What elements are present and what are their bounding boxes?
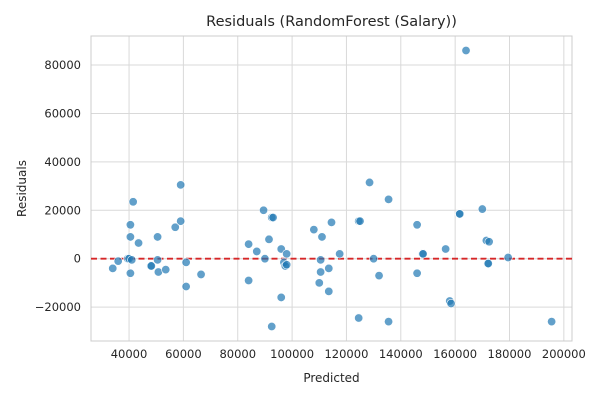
data-point [324, 286, 334, 296]
data-point [374, 271, 384, 281]
y-tick-label: 0 [74, 252, 81, 266]
data-point [324, 263, 334, 273]
x-tick-label: 200000 [542, 347, 586, 361]
data-point [259, 205, 269, 215]
y-tick-label: 80000 [44, 58, 81, 72]
data-point [134, 238, 144, 248]
data-point [153, 232, 163, 242]
data-point [127, 255, 137, 265]
scatter-points [108, 46, 557, 331]
data-point [355, 216, 365, 226]
x-tick-label: 60000 [165, 347, 202, 361]
data-point [260, 254, 270, 264]
x-tick-labels: 40000 60000 80000 100000 120000 140000 160000 1… [111, 347, 586, 361]
data-point [153, 255, 163, 265]
data-point [108, 263, 118, 273]
data-point [384, 317, 394, 327]
data-point [455, 209, 465, 219]
data-point [244, 275, 254, 285]
y-tick-label: 40000 [44, 155, 81, 169]
x-tick-label: 120000 [324, 347, 368, 361]
data-point [268, 213, 278, 223]
data-point [384, 194, 394, 204]
data-point [267, 321, 277, 331]
data-point [547, 317, 557, 327]
data-point [369, 254, 379, 264]
data-point [170, 222, 180, 232]
x-tick-label: 180000 [488, 347, 532, 361]
data-point [326, 217, 336, 227]
y-tick-label: 20000 [44, 203, 81, 217]
data-point [125, 220, 135, 230]
data-point [446, 298, 456, 308]
data-point [314, 278, 324, 288]
x-tick-label: 100000 [270, 347, 314, 361]
y-tick-label: 60000 [44, 106, 81, 120]
data-point [176, 180, 186, 190]
x-tick-label: 160000 [433, 347, 477, 361]
data-point [309, 225, 319, 235]
x-tick-label: 40000 [111, 347, 148, 361]
data-point [503, 252, 513, 262]
data-point [125, 268, 135, 278]
data-point [484, 237, 494, 247]
x-tick-label: 80000 [219, 347, 256, 361]
data-point [176, 216, 186, 226]
data-point [181, 257, 191, 267]
data-point [418, 249, 428, 259]
data-point [276, 292, 286, 302]
y-axis-label: Residuals [15, 160, 29, 217]
data-point [125, 232, 135, 242]
data-point [113, 256, 123, 266]
data-point [316, 267, 326, 277]
data-point [412, 268, 422, 278]
x-tick-label: 140000 [379, 347, 423, 361]
data-point [483, 259, 493, 269]
data-point [161, 265, 171, 275]
data-point [244, 239, 254, 249]
data-point [282, 249, 292, 259]
data-point [477, 204, 487, 214]
data-point [316, 255, 326, 265]
data-point [264, 234, 274, 244]
plot-area-frame [90, 35, 573, 342]
data-point [461, 46, 471, 56]
x-axis-label: Predicted [303, 371, 359, 385]
data-point [128, 197, 138, 207]
chart-title: Residuals (RandomForest (Salary)) [206, 14, 457, 30]
data-point [335, 249, 345, 259]
data-point [282, 260, 292, 270]
data-point [412, 220, 422, 230]
data-point [354, 313, 364, 323]
y-tick-label: −20000 [35, 300, 81, 314]
data-point [252, 246, 262, 256]
data-point [146, 261, 156, 271]
data-point [365, 177, 375, 187]
data-point [441, 244, 451, 254]
data-point [317, 232, 327, 242]
data-point [181, 282, 191, 292]
y-tick-labels: −20000 0 20000 40000 60000 80000 [35, 58, 81, 314]
data-point [196, 269, 206, 279]
